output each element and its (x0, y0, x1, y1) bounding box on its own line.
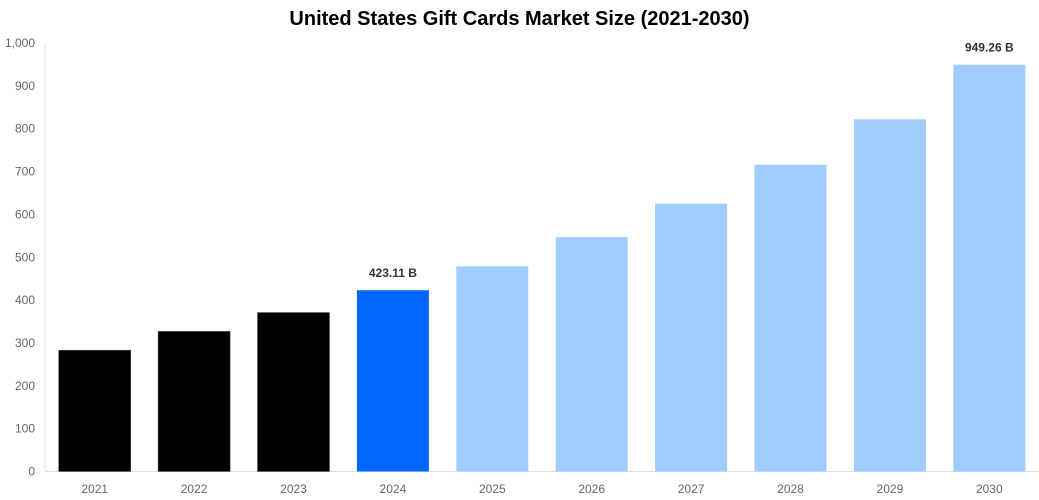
data-label-2024: 423.11 B (369, 266, 417, 280)
bar-2029 (853, 119, 926, 472)
y-tick-label: 300 (15, 336, 35, 350)
x-tick-label: 2024 (380, 482, 407, 496)
bar-2028 (754, 164, 827, 472)
y-tick-label: 600 (15, 207, 35, 221)
y-tick-label: 100 (15, 422, 35, 436)
y-tick-label: 1,000 (5, 36, 35, 50)
y-tick-label: 900 (15, 79, 35, 93)
bar-2027 (655, 203, 728, 472)
bar-2025 (456, 266, 529, 472)
data-label-2030: 949.26 B (965, 41, 1014, 55)
x-tick-label: 2028 (777, 482, 804, 496)
x-tick-label: 2021 (81, 482, 108, 496)
y-tick-label: 800 (15, 122, 35, 136)
chart-title: United States Gift Cards Market Size (20… (289, 8, 750, 30)
bar-2026 (555, 237, 628, 472)
y-tick-label: 700 (15, 165, 35, 179)
bar-2021 (58, 349, 132, 472)
y-tick-label: 0 (28, 465, 35, 479)
x-tick-label: 2029 (877, 482, 904, 496)
x-tick-label: 2025 (479, 482, 506, 496)
y-tick-label: 500 (15, 250, 35, 264)
bar-2022 (157, 331, 231, 472)
y-tick-label: 200 (15, 379, 35, 393)
bar-2024 (356, 290, 429, 472)
x-tick-label: 2027 (678, 482, 705, 496)
x-tick-label: 2023 (280, 482, 307, 496)
x-tick-label: 2022 (181, 482, 208, 496)
y-tick-label: 400 (15, 293, 35, 307)
bar-2023 (257, 312, 330, 472)
x-tick-label: 2026 (578, 482, 605, 496)
bar-2030 (953, 64, 1026, 472)
x-tick-label: 2030 (976, 482, 1003, 496)
